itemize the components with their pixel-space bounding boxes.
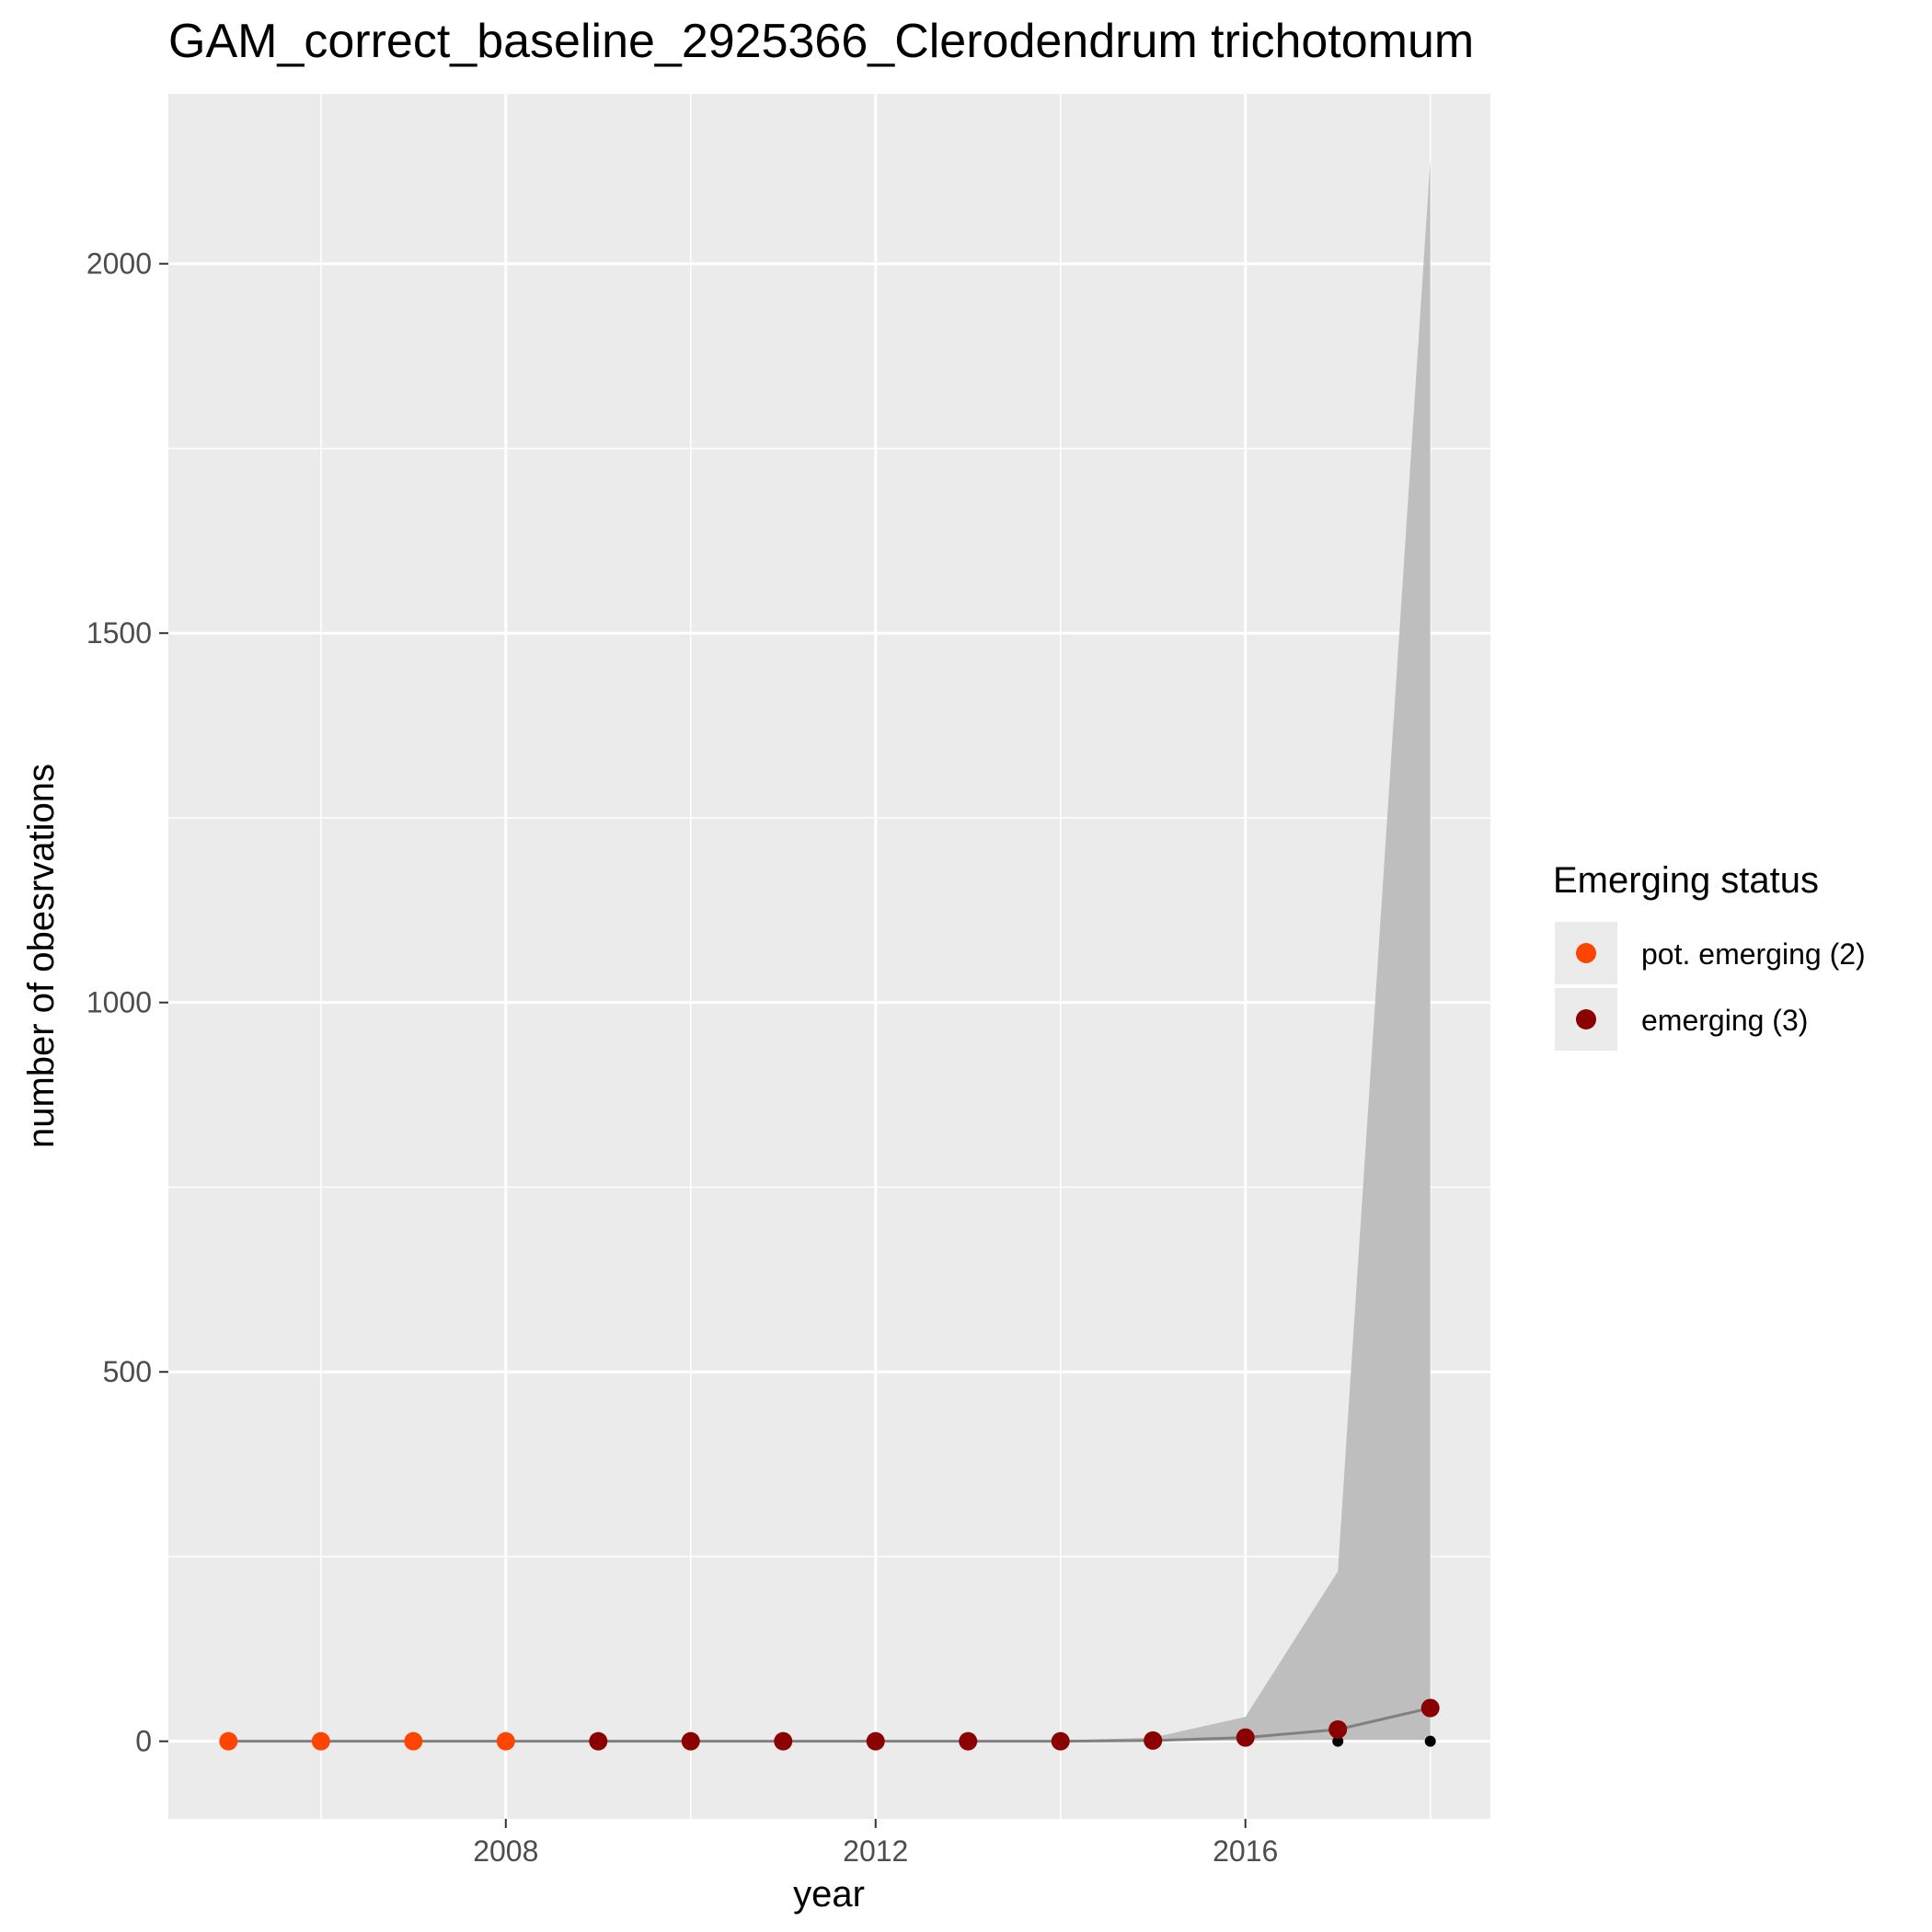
legend: Emerging status pot. emerging (2) emergi… (1553, 860, 1866, 1051)
status-point-emerging (1236, 1728, 1255, 1747)
status-point-emerging (959, 1731, 978, 1751)
y-tick-label: 1500 (86, 616, 152, 650)
status-point-emerging (1144, 1731, 1163, 1750)
status-point-pot-emerging (219, 1731, 238, 1751)
fit-line (228, 1707, 1432, 1743)
y-axis: 0 500 1000 1500 2000 (86, 247, 168, 1758)
chart-title: GAM_correct_baseline_2925366_Clerodendru… (168, 15, 1474, 68)
status-point-pot-emerging (404, 1731, 423, 1751)
fit-line-layer (228, 1707, 1432, 1743)
plot-panel (168, 94, 1490, 1819)
y-tick-label: 2000 (86, 247, 152, 281)
legend-swatch-emerging (1576, 1009, 1596, 1029)
x-tick-label: 2008 (473, 1834, 538, 1868)
status-point-emerging (1051, 1731, 1070, 1751)
legend-swatch-pot-emerging (1576, 943, 1596, 963)
status-point-emerging (1420, 1698, 1440, 1718)
status-point-emerging (866, 1731, 885, 1751)
y-tick-label: 1000 (86, 986, 152, 1019)
y-axis-title: number of obesrvations (21, 764, 62, 1148)
legend-title: Emerging status (1553, 860, 1819, 901)
observed-point (1424, 1735, 1436, 1747)
x-tick-label: 2012 (843, 1834, 908, 1868)
status-point-emerging (774, 1731, 793, 1751)
y-tick-label: 500 (103, 1355, 152, 1388)
status-points-layer (219, 1698, 1440, 1751)
x-axis: 2008 2012 2016 (473, 1819, 1278, 1868)
status-point-pot-emerging (311, 1731, 330, 1751)
observed-point (1332, 1735, 1344, 1747)
legend-label-emerging: emerging (3) (1641, 1004, 1808, 1037)
y-tick-label: 0 (135, 1725, 152, 1758)
x-axis-title: year (793, 1874, 865, 1915)
status-point-pot-emerging (496, 1731, 515, 1751)
x-tick-label: 2016 (1213, 1834, 1278, 1868)
status-point-emerging (1328, 1719, 1348, 1739)
observed-points-layer (1332, 1735, 1436, 1747)
status-point-emerging (681, 1731, 700, 1751)
legend-label-pot-emerging: pot. emerging (2) (1641, 937, 1866, 971)
status-point-emerging (589, 1731, 608, 1751)
